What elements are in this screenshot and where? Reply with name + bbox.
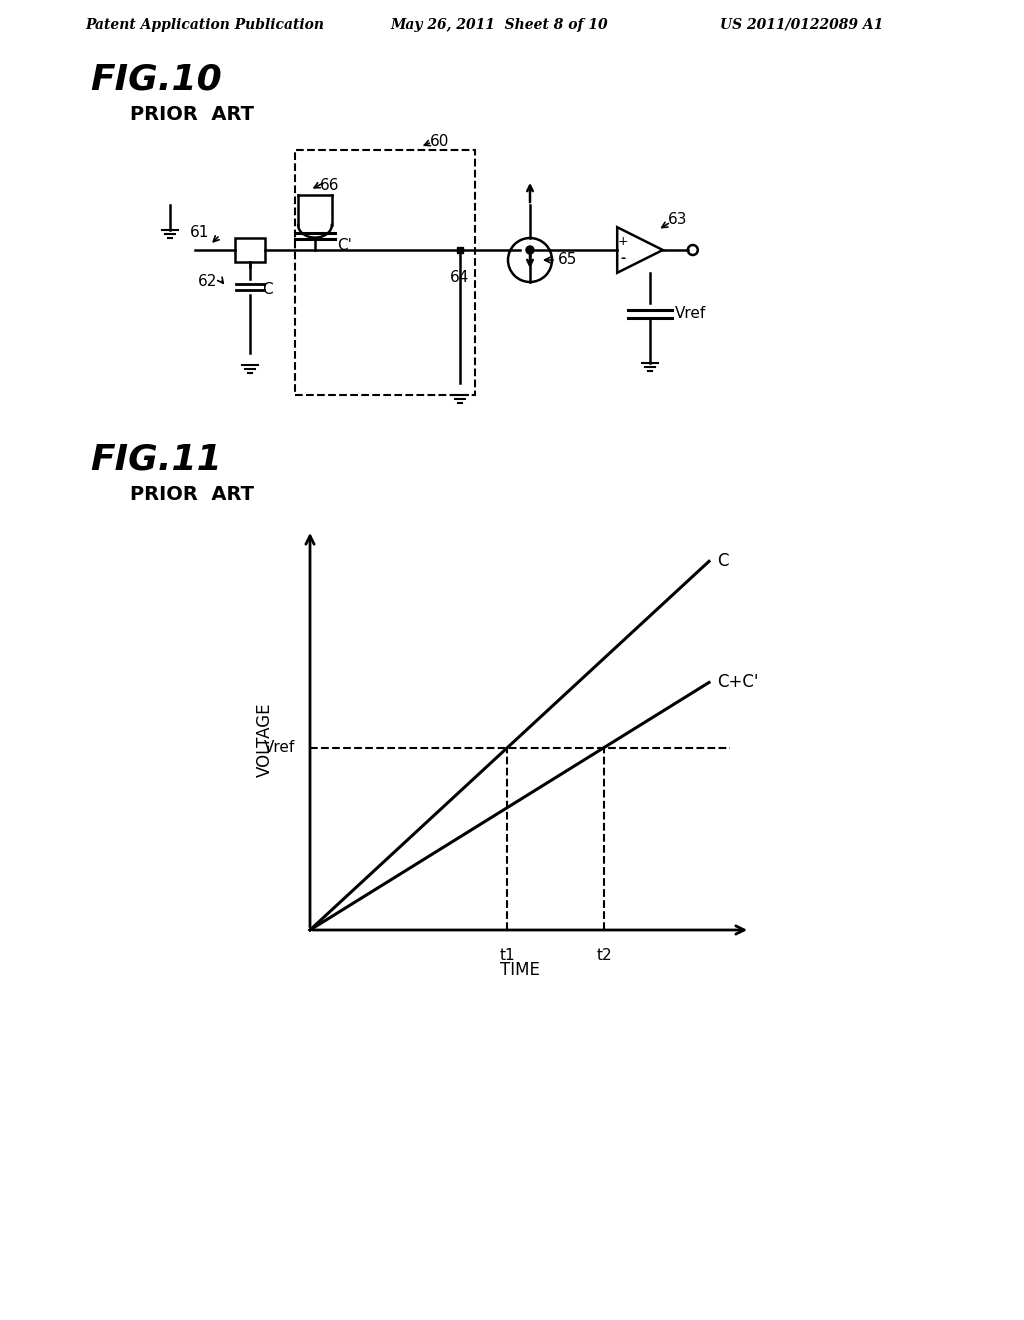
Text: Vref: Vref — [264, 741, 295, 755]
Text: C: C — [262, 281, 272, 297]
Text: FIG.10: FIG.10 — [90, 63, 222, 96]
Bar — [295, 150, 475, 395]
Text: 66: 66 — [319, 177, 340, 193]
Text: PRIOR  ART: PRIOR ART — [130, 106, 254, 124]
Text: 65: 65 — [558, 252, 578, 268]
Text: +: + — [617, 235, 628, 248]
Text: C+C': C+C' — [717, 673, 759, 692]
Text: t2: t2 — [596, 948, 611, 964]
Text: VOLTAGE: VOLTAGE — [256, 702, 274, 777]
Bar — [457, 247, 463, 253]
Text: 61: 61 — [190, 224, 210, 240]
Text: t1: t1 — [500, 948, 515, 964]
Text: PRIOR  ART: PRIOR ART — [130, 486, 254, 504]
Text: C': C' — [337, 238, 352, 252]
Text: May 26, 2011  Sheet 8 of 10: May 26, 2011 Sheet 8 of 10 — [390, 18, 607, 32]
Text: Vref: Vref — [675, 306, 707, 321]
Circle shape — [526, 246, 534, 253]
Text: 62: 62 — [198, 275, 217, 289]
Text: 63: 63 — [668, 213, 687, 227]
Text: 60: 60 — [430, 135, 450, 149]
Text: -: - — [621, 252, 626, 265]
Bar — [234, 238, 265, 261]
Text: FIG.11: FIG.11 — [90, 444, 222, 477]
Text: US 2011/0122089 A1: US 2011/0122089 A1 — [720, 18, 884, 32]
Text: Patent Application Publication: Patent Application Publication — [85, 18, 324, 32]
Text: TIME: TIME — [500, 961, 540, 979]
Text: 64: 64 — [451, 271, 470, 285]
Text: C: C — [717, 552, 728, 570]
